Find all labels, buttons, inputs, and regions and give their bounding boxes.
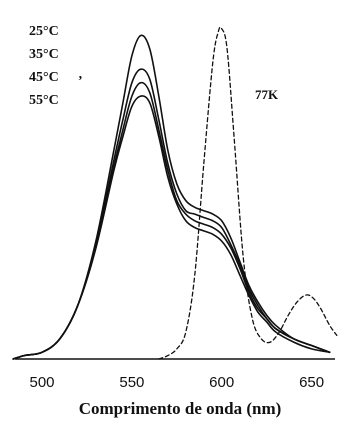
x-tick-label-650: 650 <box>299 374 324 391</box>
series-line-55c <box>12 95 331 360</box>
x-tick-labels: 500 550 600 650 <box>29 374 324 391</box>
legend-label-45c: 45°C <box>29 70 59 85</box>
legend-stray-mark: ‚ <box>78 67 83 82</box>
legend-label-35c: 35°C <box>29 47 59 62</box>
legend-label-55c: 55°C <box>29 93 59 108</box>
x-tick-label-500: 500 <box>29 374 54 391</box>
annotation-77k: 77K <box>255 87 279 102</box>
x-tick-label-550: 550 <box>119 374 144 391</box>
series-line-77k <box>158 26 338 360</box>
legend: 25°C 35°C 45°C 55°C ‚ <box>29 24 83 108</box>
series-group <box>12 26 338 360</box>
x-tick-label-600: 600 <box>209 374 234 391</box>
x-axis-title: Comprimento de onda (nm) <box>79 399 282 418</box>
legend-label-25c: 25°C <box>29 24 59 39</box>
